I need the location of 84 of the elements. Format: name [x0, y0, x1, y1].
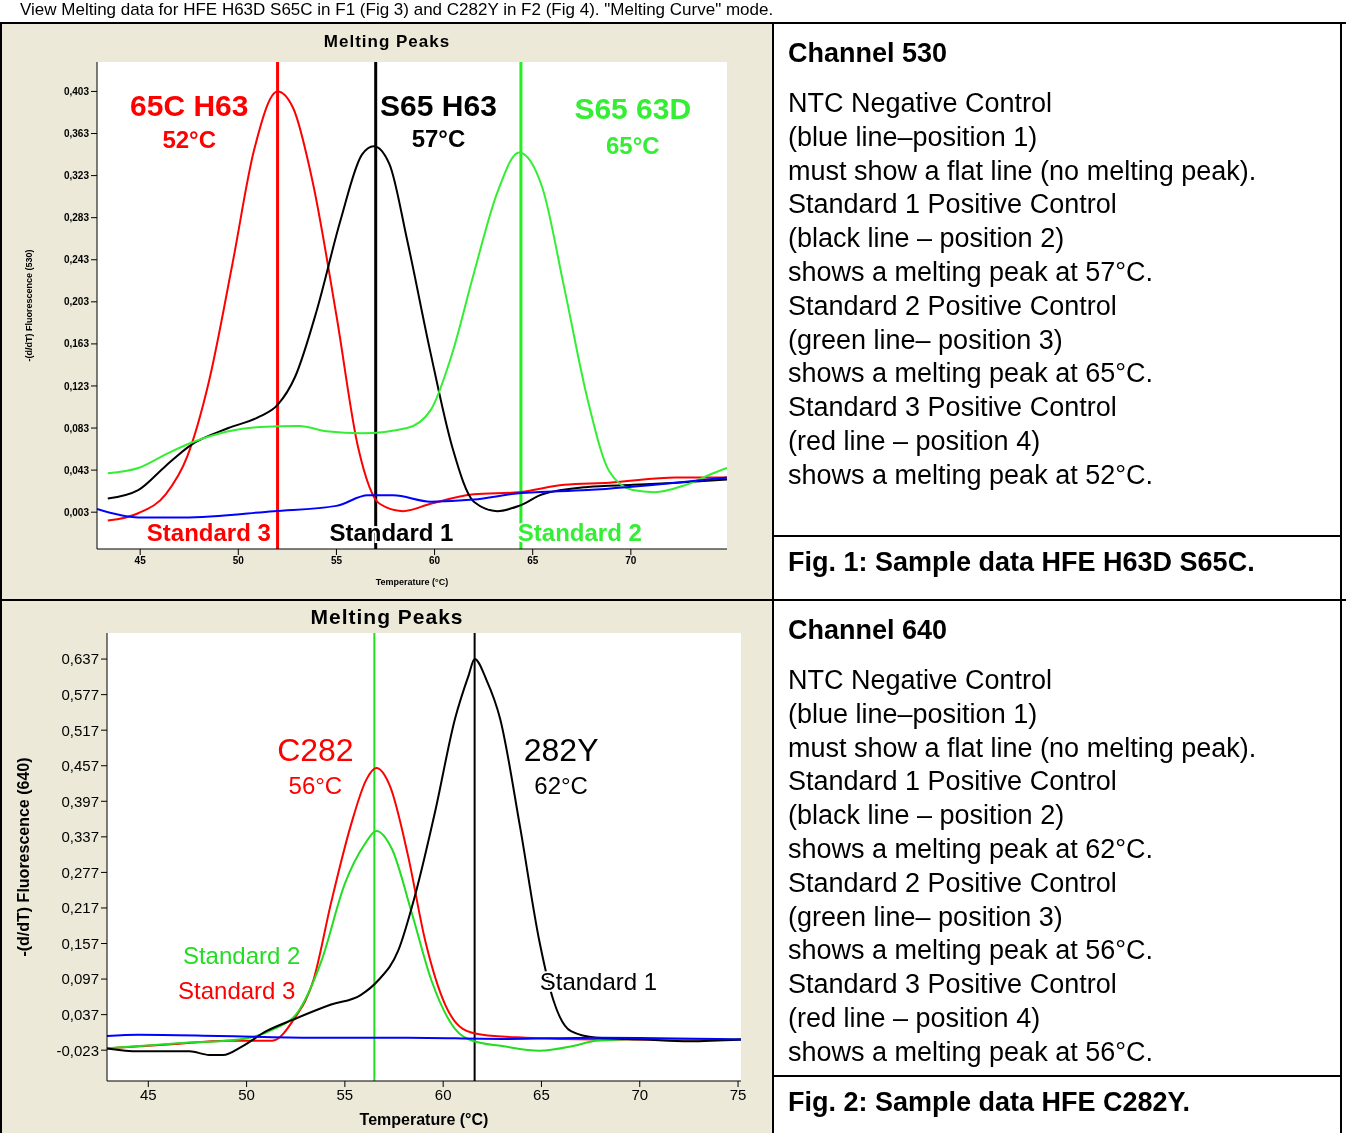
annotation: S65 63D [574, 91, 692, 125]
y-tick-label: 0,283 [63, 212, 90, 224]
text: must show a flat line (no melting peak). [788, 731, 1258, 765]
y-tick-label: 0,157 [61, 934, 99, 952]
y-axis-title: -(d/dT) Fluorescence (530) [24, 249, 35, 362]
text: (blue line–position 1) [788, 697, 1039, 731]
y-tick-label: 0,003 [63, 506, 90, 518]
text: Standard 1 Positive Control [788, 188, 1118, 222]
y-tick-label: 0,043 [63, 464, 90, 476]
y-tick-label: 0,397 [61, 792, 99, 810]
text: (green line– position 3) [788, 323, 1064, 357]
x-tick-label: 50 [232, 555, 245, 567]
y-tick-label: -0,023 [56, 1041, 99, 1059]
text: shows a melting peak at 56°C. [788, 1035, 1154, 1069]
y-tick-label: 0,517 [61, 721, 99, 739]
x-tick-label: 60 [429, 555, 441, 567]
x-tick-label: 50 [238, 1085, 255, 1103]
y-tick-label: 0,163 [63, 338, 90, 350]
text: shows a melting peak at 62°C. [788, 833, 1154, 866]
y-tick-label: 0,363 [63, 128, 90, 140]
series-label: Standard 3 [178, 977, 296, 1005]
text: Channel 640 [788, 615, 949, 646]
text: (red line – position 4) [788, 424, 1042, 458]
y-tick-label: 0,637 [61, 650, 99, 668]
y-tick-label: 0,037 [61, 1005, 99, 1023]
x-axis-title: Temperature (°C) [375, 577, 449, 587]
text: shows a melting peak at 52°C. [788, 458, 1154, 492]
text: shows a melting peak at 65°C. [788, 357, 1154, 391]
y-tick-label: 0,097 [61, 970, 99, 988]
annotation: S65 H63 [380, 88, 497, 122]
annotation: 57°C [411, 125, 466, 153]
annotation: 56°C [288, 771, 343, 799]
annotation: 282Y [523, 732, 599, 769]
x-tick-label: 45 [139, 1085, 157, 1103]
x-tick-label: 55 [336, 1085, 354, 1103]
x-tick-label: 75 [729, 1085, 747, 1103]
series-label: Standard 2 [182, 942, 301, 970]
text: NTC Negative Control [788, 664, 1054, 697]
annotation: C282 [277, 732, 354, 769]
text: (black line – position 2) [788, 222, 1066, 256]
y-axis-title: -(d/dT) Fluorescence (640) [14, 757, 32, 957]
annotation: 52°C [162, 126, 217, 154]
text: (black line – position 2) [788, 799, 1066, 833]
x-tick-label: 60 [434, 1085, 452, 1103]
text: Standard 3 Positive Control [788, 968, 1118, 1002]
text: (blue line–position 1) [788, 120, 1039, 154]
text: shows a melting peak at 57°C. [788, 256, 1154, 289]
x-tick-label: 45 [134, 555, 147, 567]
annotation: 65C H63 [130, 88, 249, 122]
y-tick-label: 0,123 [63, 380, 90, 392]
text: Standard 2 Positive Control [788, 866, 1118, 900]
y-tick-label: 0,323 [63, 170, 90, 182]
y-tick-label: 0,277 [61, 863, 99, 881]
annotation: 65°C [605, 131, 660, 159]
series-label: Standard 3 [146, 518, 271, 546]
text: (red line – position 4) [788, 1001, 1042, 1035]
x-tick-label: 65 [533, 1085, 550, 1103]
y-tick-label: 0,217 [61, 899, 99, 917]
text: (green line– position 3) [788, 900, 1064, 934]
x-tick-label: 55 [330, 555, 343, 567]
y-tick-label: 0,337 [61, 828, 99, 846]
caption: Fig. 1: Sample data HFE H63D S65C. [774, 535, 1340, 599]
annotation: 62°C [534, 771, 588, 799]
text: must show a flat line (no melting peak). [788, 154, 1258, 188]
x-tick-label: 70 [625, 555, 637, 567]
x-axis-title: Temperature (°C) [359, 1111, 489, 1128]
text: Standard 3 Positive Control [788, 391, 1118, 425]
caption: Fig. 2: Sample data HFE C282Y. [774, 1075, 1340, 1133]
text: Standard 2 Positive Control [788, 289, 1118, 323]
y-tick-label: 0,203 [63, 296, 90, 308]
y-tick-label: 0,403 [63, 86, 90, 97]
y-tick-label: 0,577 [61, 685, 99, 703]
x-tick-label: 65 [527, 555, 539, 567]
chart-title: Melting Peaks [323, 32, 451, 52]
y-tick-label: 0,083 [63, 422, 90, 434]
y-tick-label: 0,243 [63, 254, 90, 266]
text: NTC Negative Control [788, 87, 1054, 120]
chart-subtitle: View Melting data for HFE H63D S65C in F1 (Fig 3) and C282Y in F2 (Fig 4). "Melting Curve" mode. [19, 0, 775, 21]
text: Channel 530 [788, 38, 949, 69]
x-tick-label: 70 [631, 1085, 649, 1103]
y-tick-label: 0,457 [61, 757, 99, 775]
chart-title: Melting Peaks [310, 605, 464, 629]
text: Standard 1 Positive Control [788, 765, 1118, 799]
text: shows a melting peak at 56°C. [788, 934, 1154, 968]
